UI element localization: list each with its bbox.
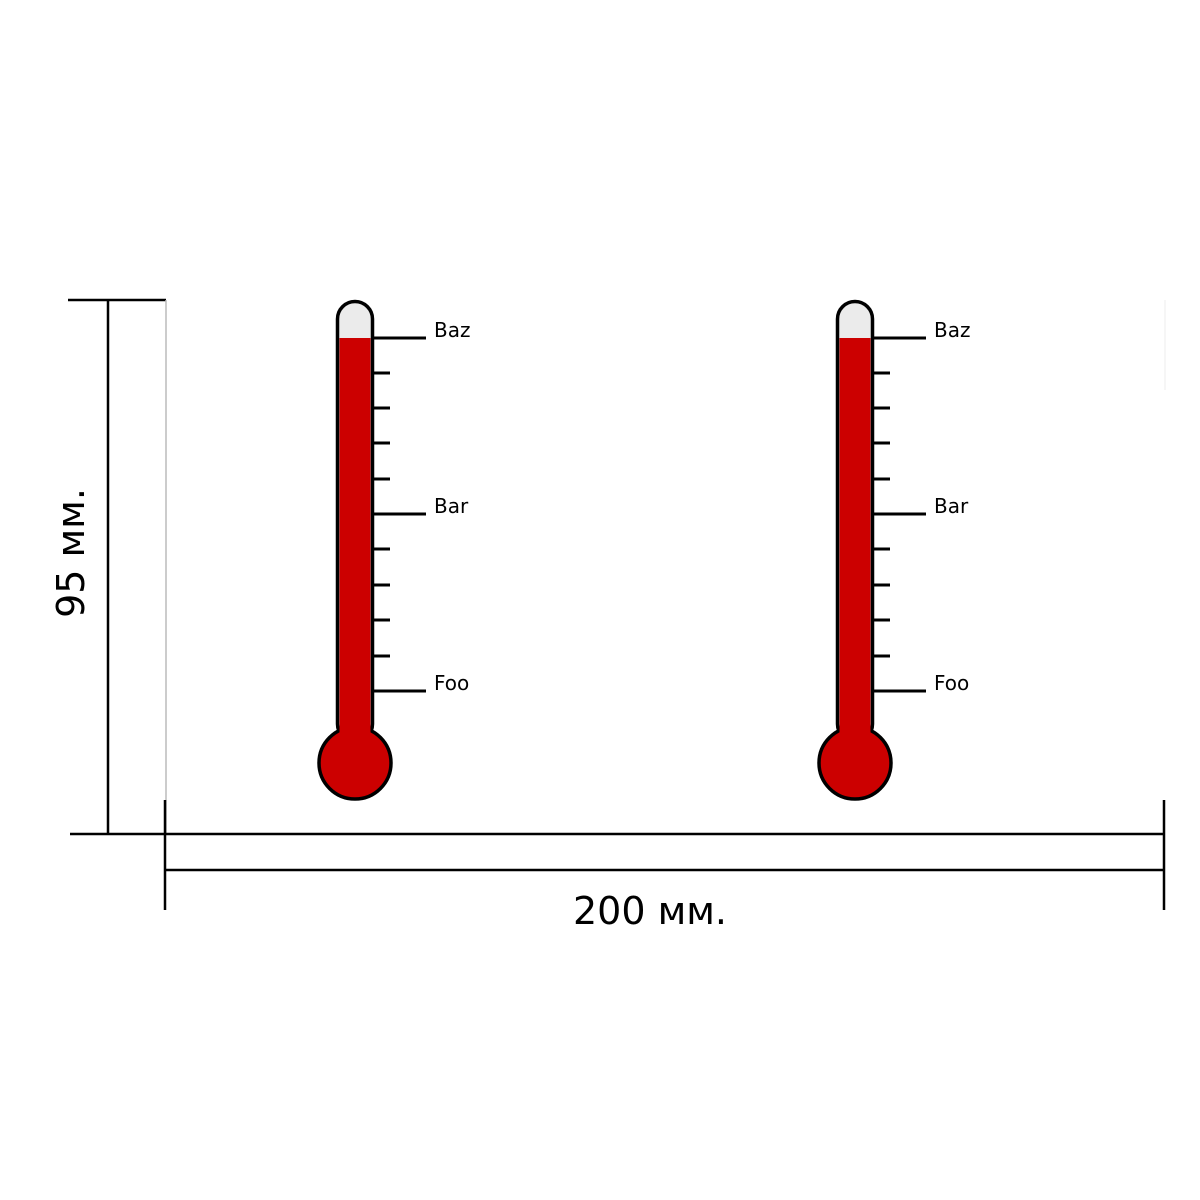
scale-label-middle: Bar [434, 494, 469, 518]
thermometer: Baz Bar Foo [817, 299, 970, 801]
scale-label-middle: Bar [934, 494, 969, 518]
scale-label-bottom: Foo [934, 671, 969, 695]
thermometer: Baz Bar Foo [317, 299, 470, 801]
height-dimension [68, 298, 1166, 836]
scale-label-bottom: Foo [434, 671, 469, 695]
height-label: 95 мм. [49, 488, 93, 618]
scale-label-top: Baz [934, 318, 970, 342]
width-label: 200 мм. [573, 889, 727, 933]
mercury-column [839, 338, 871, 738]
width-dimension [163, 800, 1166, 910]
mercury-column [339, 338, 371, 738]
scale-label-top: Baz [434, 318, 470, 342]
